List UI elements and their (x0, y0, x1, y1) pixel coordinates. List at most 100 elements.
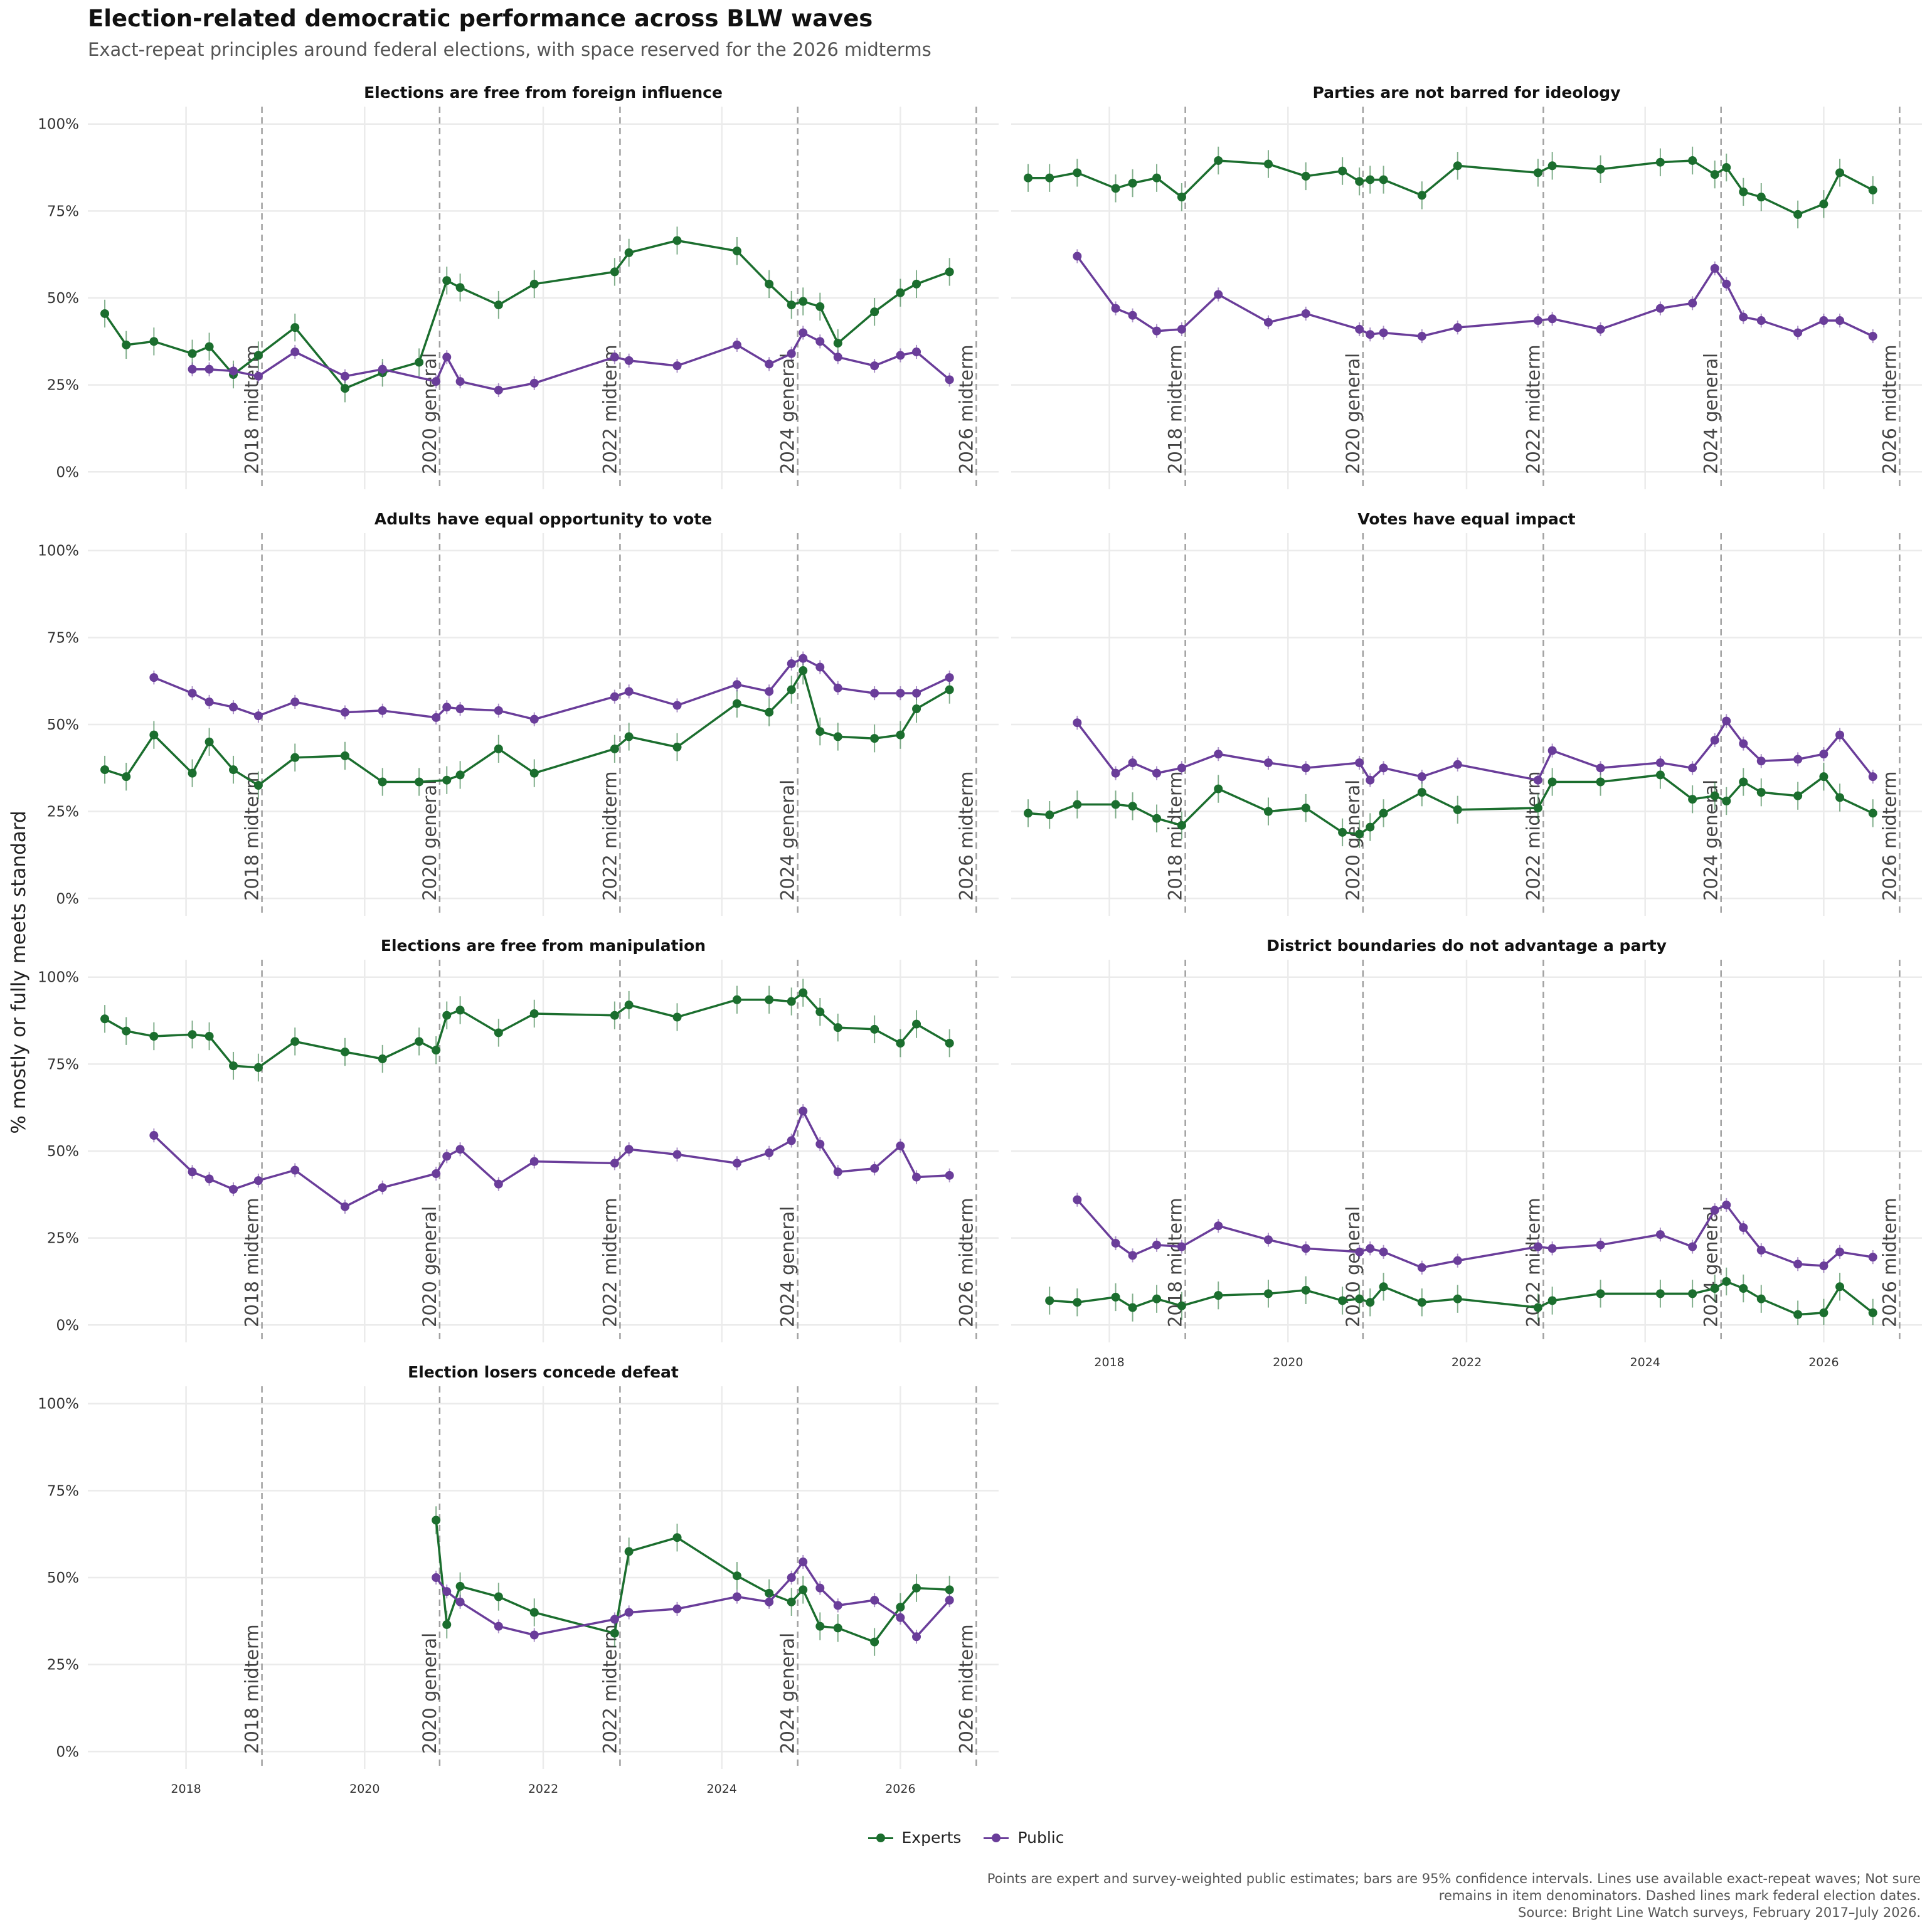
event-label: 2018 midterm (242, 1624, 263, 1754)
panel-title: Elections are free from manipulation (381, 937, 706, 955)
data-point-experts (1835, 168, 1845, 178)
data-point-public (290, 347, 300, 356)
data-point-experts (610, 267, 619, 277)
data-point-public (1547, 1244, 1557, 1253)
data-point-public (1152, 1240, 1162, 1250)
data-point-public (529, 1630, 539, 1640)
event-label: 2026 midterm (955, 771, 977, 901)
data-point-public (1739, 739, 1748, 748)
y-tick-label: 100% (38, 117, 79, 133)
y-tick-label: 25% (47, 804, 79, 820)
data-point-public (624, 1608, 634, 1617)
legend-key-public (984, 1832, 1009, 1844)
series-line-public (153, 1110, 950, 1208)
event-label: 2020 general (419, 353, 440, 474)
data-point-experts (1111, 1292, 1120, 1302)
data-point-public (1688, 299, 1697, 308)
data-point-experts (442, 276, 452, 285)
data-point-experts (290, 1037, 300, 1046)
data-point-experts (1868, 1308, 1877, 1317)
data-point-experts (1355, 177, 1364, 186)
data-point-experts (765, 279, 774, 289)
data-point-experts (340, 384, 349, 393)
data-point-experts (1793, 791, 1803, 800)
data-point-public (732, 1592, 741, 1601)
data-point-experts (672, 743, 682, 752)
data-point-public (378, 706, 387, 715)
data-point-public (455, 1597, 465, 1606)
data-point-public (1819, 316, 1829, 326)
data-point-experts (1073, 168, 1082, 178)
data-point-public (1379, 1247, 1388, 1256)
data-point-experts (945, 685, 954, 694)
data-point-public (1379, 763, 1388, 773)
data-point-public (1152, 326, 1162, 336)
x-tick-label: 2022 (528, 1782, 558, 1796)
data-point-experts (624, 1001, 634, 1010)
data-point-public (1355, 1247, 1364, 1256)
event-label: 2026 midterm (1879, 344, 1900, 474)
data-point-public (1596, 324, 1605, 334)
data-point-public (204, 364, 214, 374)
event-label: 2024 general (777, 1206, 799, 1327)
event-label: 2020 general (1342, 1206, 1364, 1327)
legend-key-experts (868, 1832, 893, 1844)
data-point-public (494, 1622, 503, 1631)
event-label: 2018 midterm (242, 344, 263, 474)
data-point-experts (732, 995, 741, 1004)
data-point-public (1301, 1244, 1310, 1253)
data-point-experts (1868, 186, 1877, 195)
y-tick-label: 100% (38, 543, 79, 560)
data-point-experts (1596, 777, 1605, 787)
data-point-experts (1710, 170, 1719, 179)
event-label: 2022 midterm (1522, 344, 1544, 474)
data-point-experts (815, 1622, 825, 1631)
data-point-experts (1045, 810, 1054, 820)
data-point-public (799, 1107, 808, 1116)
data-point-experts (1722, 1276, 1731, 1286)
data-point-experts (1655, 770, 1665, 780)
data-point-public (672, 1604, 682, 1613)
data-point-experts (1417, 191, 1426, 200)
data-point-experts (100, 309, 110, 318)
data-point-experts (1710, 791, 1719, 800)
data-point-experts (1739, 1284, 1748, 1293)
data-point-public (340, 371, 349, 381)
data-point-public (455, 377, 465, 386)
data-point-experts (1655, 1289, 1665, 1298)
data-point-experts (229, 765, 238, 775)
legend-item-public: Public (984, 1829, 1064, 1847)
data-point-experts (912, 1019, 921, 1029)
data-point-public (765, 359, 774, 369)
data-point-experts (672, 236, 682, 245)
data-point-public (1214, 290, 1223, 299)
data-point-public (610, 692, 619, 701)
data-point-public (455, 704, 465, 714)
data-point-public (188, 1167, 197, 1177)
caption-line: Points are expert and survey-weighted pu… (987, 1871, 1921, 1886)
data-point-public (1128, 310, 1137, 320)
data-point-public (945, 1596, 954, 1605)
data-point-public (787, 1573, 796, 1582)
data-point-experts (1819, 772, 1829, 782)
data-point-public (610, 1615, 619, 1624)
event-label: 2020 general (419, 780, 440, 901)
data-point-public (1366, 330, 1375, 339)
data-point-experts (896, 1603, 905, 1612)
data-point-public (1073, 718, 1082, 728)
data-point-public (253, 371, 263, 381)
data-point-experts (1152, 1294, 1162, 1303)
data-point-public (442, 1152, 452, 1161)
data-point-public (945, 673, 954, 682)
data-point-experts (1417, 1298, 1426, 1307)
data-point-public (149, 1131, 159, 1140)
data-point-experts (340, 751, 349, 760)
data-point-public (672, 701, 682, 710)
data-point-public (896, 1613, 905, 1622)
y-tick-label: 100% (38, 970, 79, 986)
data-point-public (870, 689, 879, 698)
data-point-public (815, 1583, 825, 1593)
data-point-experts (1756, 788, 1766, 797)
data-point-public (815, 662, 825, 672)
data-point-experts (833, 1023, 842, 1032)
